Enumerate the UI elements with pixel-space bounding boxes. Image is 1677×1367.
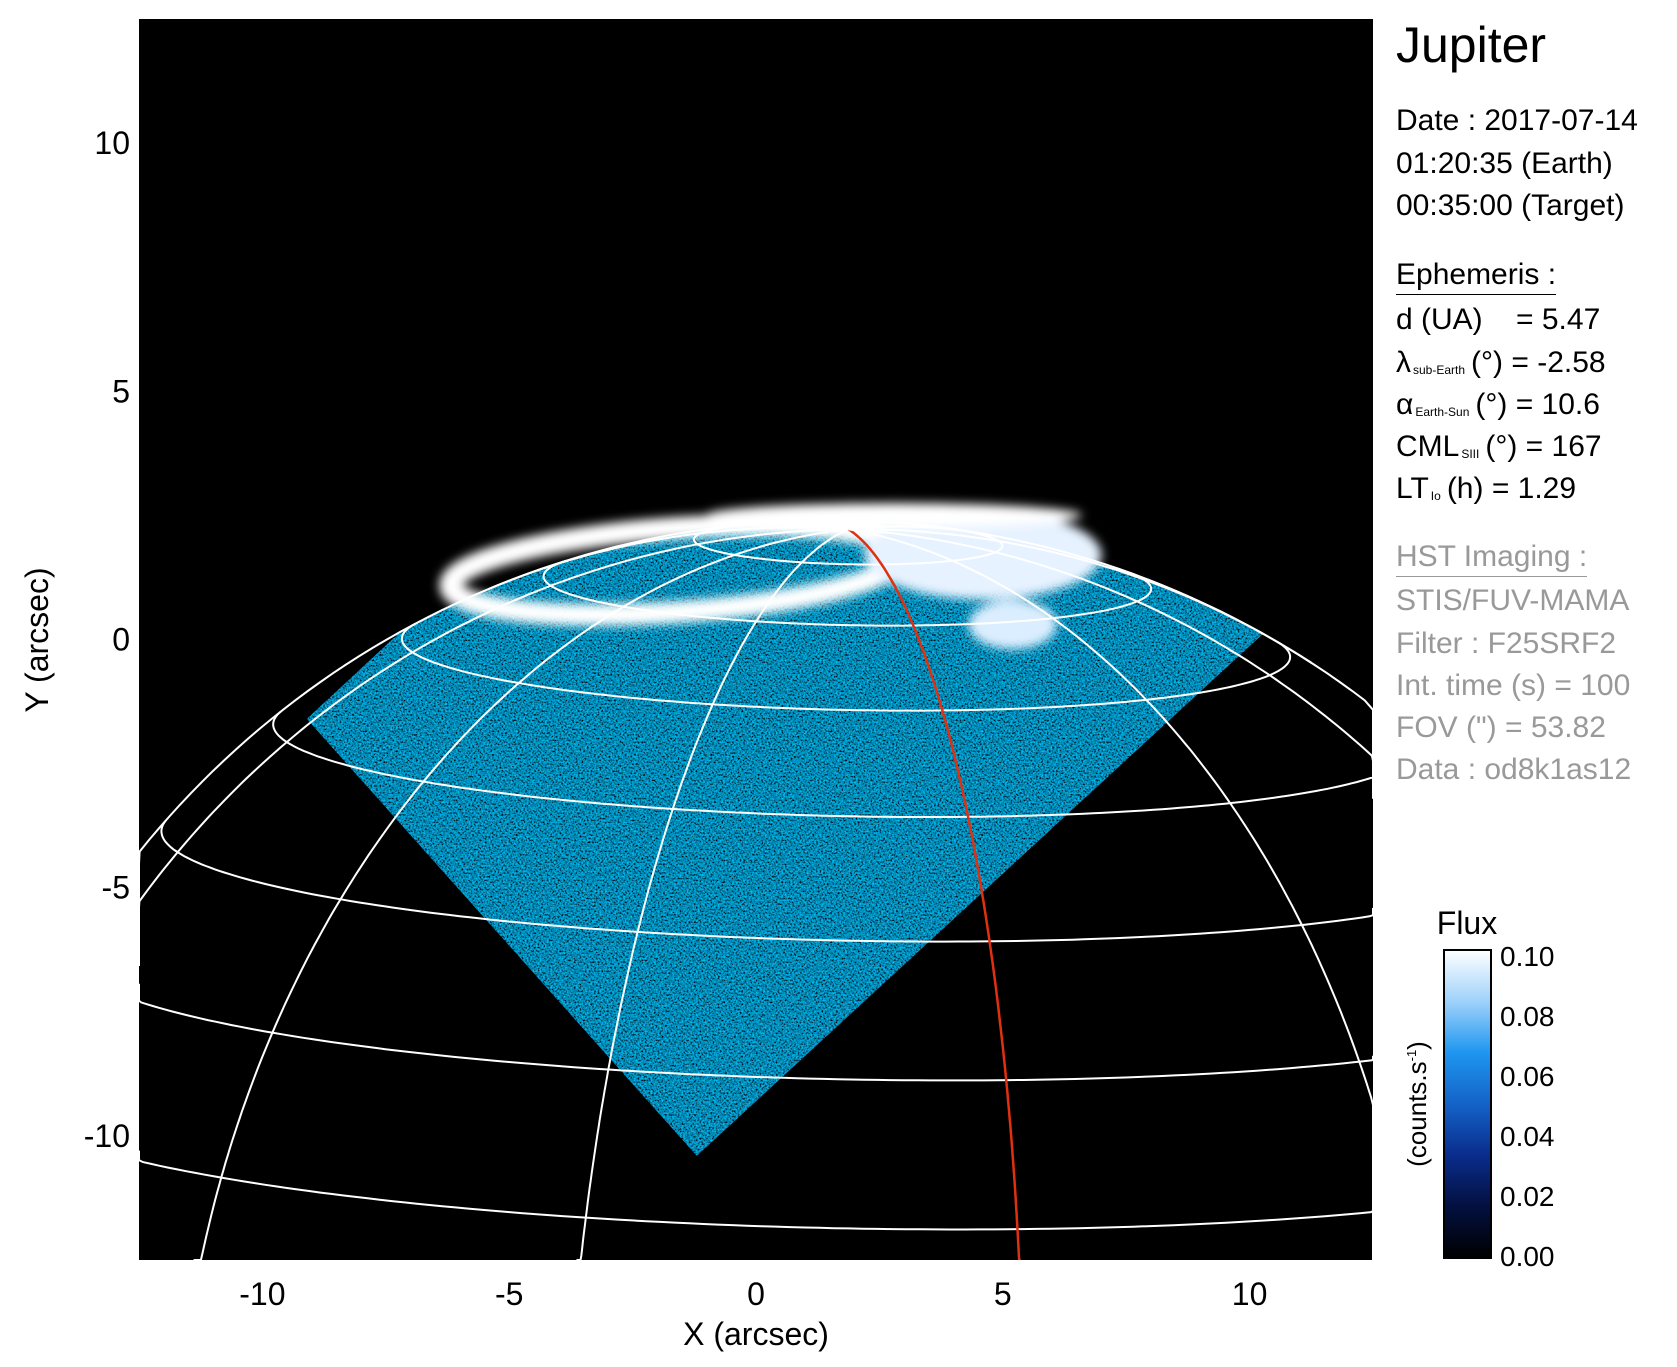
longitude-line	[139, 528, 849, 966]
longitude-line	[738, 522, 849, 531]
target-name: Jupiter	[1396, 17, 1547, 73]
longitude-line	[821, 519, 850, 531]
colorbar-tick-label: 0.02	[1500, 1181, 1555, 1212]
ephemeris-heading: Ephemeris :	[1396, 258, 1557, 295]
ephemeris-cml: CML SIII (°) = 167	[1396, 430, 1602, 463]
longitude-line	[848, 525, 979, 534]
colorbar-tick-label: 0.04	[1500, 1121, 1555, 1152]
field-of-view: FOV (") = 53.82	[1396, 711, 1606, 744]
longitude-line	[488, 526, 849, 590]
y-tick-label: 5	[112, 373, 130, 409]
integration-time: Int. time (s) = 100	[1396, 669, 1631, 702]
latitude-line	[692, 522, 1004, 566]
x-axis-label: X (arcsec)	[683, 1316, 829, 1352]
y-axis-label: Y (arcsec)	[19, 567, 55, 712]
ephemeris-distance: d (UA) = 5.47	[1396, 303, 1601, 336]
longitude-line	[848, 521, 886, 531]
colorbar-tick-label: 0.10	[1500, 941, 1555, 972]
y-tick-label: 10	[94, 125, 130, 161]
latitude-line	[139, 1150, 1373, 1231]
dataset-id: Data : od8k1as12	[1396, 753, 1632, 786]
x-tick-label: -10	[239, 1276, 285, 1312]
latitude-line	[542, 559, 1153, 627]
ephemeris-sub-earth-lat: λ sub-Earth (°) = -2.58	[1396, 346, 1606, 379]
observation-date: Date : 2017-07-14	[1396, 104, 1638, 137]
y-tick-label: -10	[84, 1118, 130, 1154]
x-tick-label: 10	[1232, 1276, 1268, 1312]
lat-lon-grid	[139, 519, 1373, 1260]
auroral-emission-blob	[968, 599, 1058, 650]
x-tick-label: 5	[994, 1276, 1012, 1312]
colorbar-title: Flux	[1437, 905, 1497, 941]
colorbar-tick-label: 0.06	[1500, 1061, 1555, 1092]
x-tick-label: 0	[747, 1276, 765, 1312]
latitude-line	[400, 622, 1292, 712]
longitude-line	[193, 528, 849, 1260]
longitude-line	[848, 528, 1313, 664]
filter: Filter : F25SRF2	[1396, 627, 1617, 660]
colorbar-unit-label: (counts.s-1)	[1402, 1041, 1432, 1167]
target-time: 00:35:00 (Target)	[1396, 189, 1625, 222]
colorbar	[1443, 949, 1492, 1259]
longitude-line	[848, 528, 1373, 799]
highlighted-meridian	[847, 528, 1021, 1260]
latitude-line	[160, 820, 1373, 943]
colorbar-tick-label: 0.08	[1500, 1001, 1555, 1032]
x-tick-label: -5	[495, 1276, 523, 1312]
colorbar-tick-label: 0.00	[1500, 1241, 1555, 1272]
longitude-line	[576, 528, 849, 1260]
ephemeris-phase-angle: α Earth-Sun (°) = 10.6	[1396, 388, 1600, 421]
earth-time: 01:20:35 (Earth)	[1396, 147, 1613, 180]
hst-imaging-heading: HST Imaging :	[1396, 540, 1588, 577]
latitude-line	[272, 711, 1373, 818]
longitude-line	[848, 528, 1373, 1260]
ephemeris-io-local-time: LT Io (h) = 1.29	[1396, 472, 1577, 505]
y-tick-label: -5	[102, 870, 130, 906]
latitude-line	[139, 983, 1373, 1082]
instrument: STIS/FUV-MAMA	[1396, 584, 1630, 617]
y-tick-label: 0	[112, 622, 130, 658]
